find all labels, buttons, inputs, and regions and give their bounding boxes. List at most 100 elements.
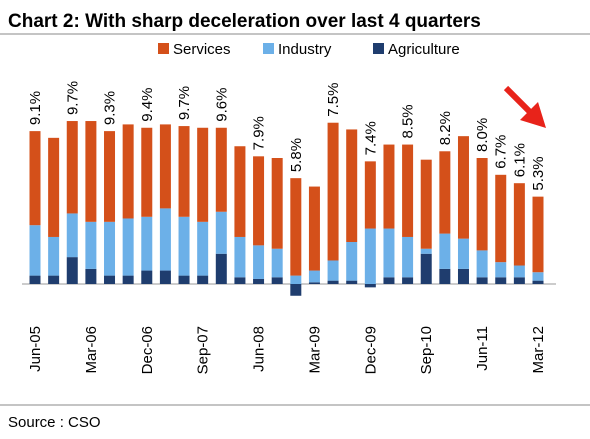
bar-segment <box>383 228 395 278</box>
bar-segment <box>234 236 246 278</box>
bar-segment <box>48 275 60 284</box>
bar-segment <box>439 233 451 269</box>
bar-segment <box>122 124 134 219</box>
bar-segment <box>364 228 376 284</box>
bar-segment <box>457 136 469 239</box>
total-label: 9.1% <box>27 91 44 125</box>
total-label: 9.4% <box>139 88 156 122</box>
bar-segment <box>29 275 41 284</box>
legend-label: Industry <box>278 41 332 58</box>
total-label: 8.2% <box>437 111 454 145</box>
x-tick-label: Jun-11 <box>474 326 491 371</box>
legend-label: Agriculture <box>388 41 460 58</box>
bar-segment <box>402 277 414 284</box>
bar-segment <box>178 126 190 217</box>
bar-segment <box>439 151 451 234</box>
bar-segment <box>476 158 488 251</box>
bar-segment <box>215 211 227 254</box>
legend-label: Services <box>173 41 231 58</box>
bar-segment <box>66 257 78 284</box>
total-label: 5.8% <box>288 138 305 172</box>
bar-segment <box>197 127 209 222</box>
bar-segment <box>85 221 97 269</box>
bar-segment <box>197 275 209 284</box>
bar-segment <box>476 277 488 284</box>
x-tick-label: Sep-07 <box>195 326 212 374</box>
bar-segment <box>48 137 60 237</box>
bar-segment <box>159 208 171 271</box>
bar-segment <box>513 265 525 278</box>
bar-segment <box>495 277 507 284</box>
bar-segment <box>346 242 358 281</box>
bar-segment <box>271 158 283 249</box>
x-tick-label: Mar-12 <box>530 326 547 374</box>
bar-segment <box>85 121 97 222</box>
total-label: 7.5% <box>325 83 342 117</box>
bar-segment <box>532 196 544 273</box>
bar-segment <box>513 183 525 266</box>
bar-segment <box>420 159 432 249</box>
bar-segment <box>439 268 451 284</box>
bar-segment <box>66 213 78 258</box>
bar-segment <box>104 275 116 284</box>
legend-swatch <box>373 43 384 54</box>
bar-segment <box>234 277 246 284</box>
bar-segment <box>457 238 469 269</box>
bar-segment <box>215 127 227 212</box>
bar-segment <box>271 277 283 284</box>
bar-segment <box>253 245 265 279</box>
bar-segment <box>253 278 265 284</box>
bar-segment <box>29 225 41 276</box>
bar-segment <box>308 270 320 283</box>
bar-segment <box>327 280 339 284</box>
bar-segment <box>457 268 469 284</box>
total-label: 9.7% <box>176 86 193 120</box>
bar-segment <box>364 161 376 229</box>
bar-segment <box>141 127 153 217</box>
bar-segment <box>85 268 97 284</box>
bar-segment <box>66 121 78 214</box>
bar-segment <box>420 253 432 284</box>
bar-segment <box>327 122 339 261</box>
total-label: 6.1% <box>511 143 528 177</box>
total-label: 8.5% <box>400 104 417 138</box>
x-tick-label: Dec-09 <box>362 326 379 374</box>
x-tick-label: Jun-08 <box>251 326 268 372</box>
bar-segment <box>104 221 116 276</box>
bar-segment <box>495 174 507 263</box>
bar-segment <box>476 250 488 278</box>
bar-segment <box>104 131 116 222</box>
bar-segment <box>234 146 246 237</box>
bar-segment <box>271 248 283 278</box>
bar-segment <box>197 221 209 276</box>
legend-swatch <box>263 43 274 54</box>
bar-segment <box>253 156 265 246</box>
bar-segment <box>495 262 507 278</box>
bar-segment <box>178 216 190 276</box>
bar-segment <box>364 284 376 288</box>
bar-segment <box>290 275 302 284</box>
bar-segment <box>48 236 60 276</box>
bar-segment <box>141 270 153 284</box>
bar-segment <box>159 124 171 209</box>
total-label: 7.4% <box>362 121 379 155</box>
bar-segment <box>402 236 414 278</box>
total-label: 8.0% <box>474 118 491 152</box>
bar-segment <box>346 280 358 284</box>
bar-segment <box>178 275 190 284</box>
red-arrow <box>503 85 546 128</box>
bar-segment <box>122 218 134 276</box>
bar-segment <box>122 275 134 284</box>
x-tick-label: Mar-06 <box>83 326 100 374</box>
bar-segment <box>141 216 153 271</box>
chart-title: Chart 2: With sharp deceleration over la… <box>8 11 481 32</box>
bar-segment <box>513 277 525 284</box>
total-label: 5.3% <box>530 156 547 190</box>
bar-segment <box>383 277 395 284</box>
bar-segment <box>327 260 339 281</box>
total-label: 9.7% <box>64 81 81 115</box>
total-label: 6.7% <box>493 135 510 169</box>
bar-segment <box>402 144 414 237</box>
total-label: 7.9% <box>251 116 268 150</box>
bar-segment <box>290 284 302 296</box>
